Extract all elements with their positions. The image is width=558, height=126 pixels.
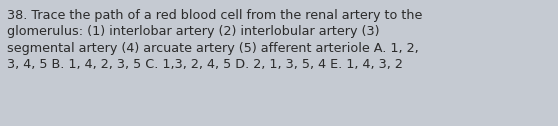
Text: 38. Trace the path of a red blood cell from the renal artery to the
glomerulus: : 38. Trace the path of a red blood cell f… [7,9,422,71]
